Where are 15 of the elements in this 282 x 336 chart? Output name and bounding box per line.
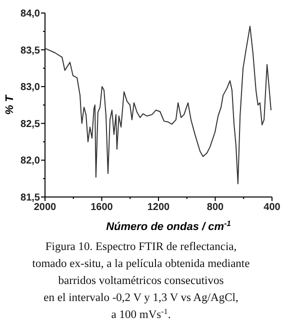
x-tick-label: 2000 — [34, 202, 57, 213]
y-tick-label: 81,5 — [20, 192, 40, 204]
y-tick-label: 84,0 — [20, 8, 40, 20]
y-axis-title: % T — [4, 94, 16, 115]
x-tick-label: 1600 — [90, 202, 114, 213]
y-tick-label: 82,5 — [20, 118, 40, 130]
y-tick-label: 83,5 — [20, 45, 40, 56]
line-series — [44, 26, 272, 184]
y-tick-label: 83,0 — [20, 82, 40, 94]
text: Figura 10. Espectro FTIR de reflectancia, tomado ex-situ, a la película obtenida mediante barridos voltamétricos consecutivos en el intervalo -0,2 V y 1,3 V vs Ag/AgCl, a 100 mVs$^{-1}$. — [32, 241, 250, 321]
y-tick-label: 82,0 — [20, 156, 40, 167]
x-axis-title: Número de ondas / cm$^{-1}$ — [106, 218, 231, 233]
x-tick-label: 800 — [206, 202, 224, 213]
x-tick-label: 1200 — [147, 202, 170, 213]
x-tick-label: 400 — [264, 202, 281, 213]
